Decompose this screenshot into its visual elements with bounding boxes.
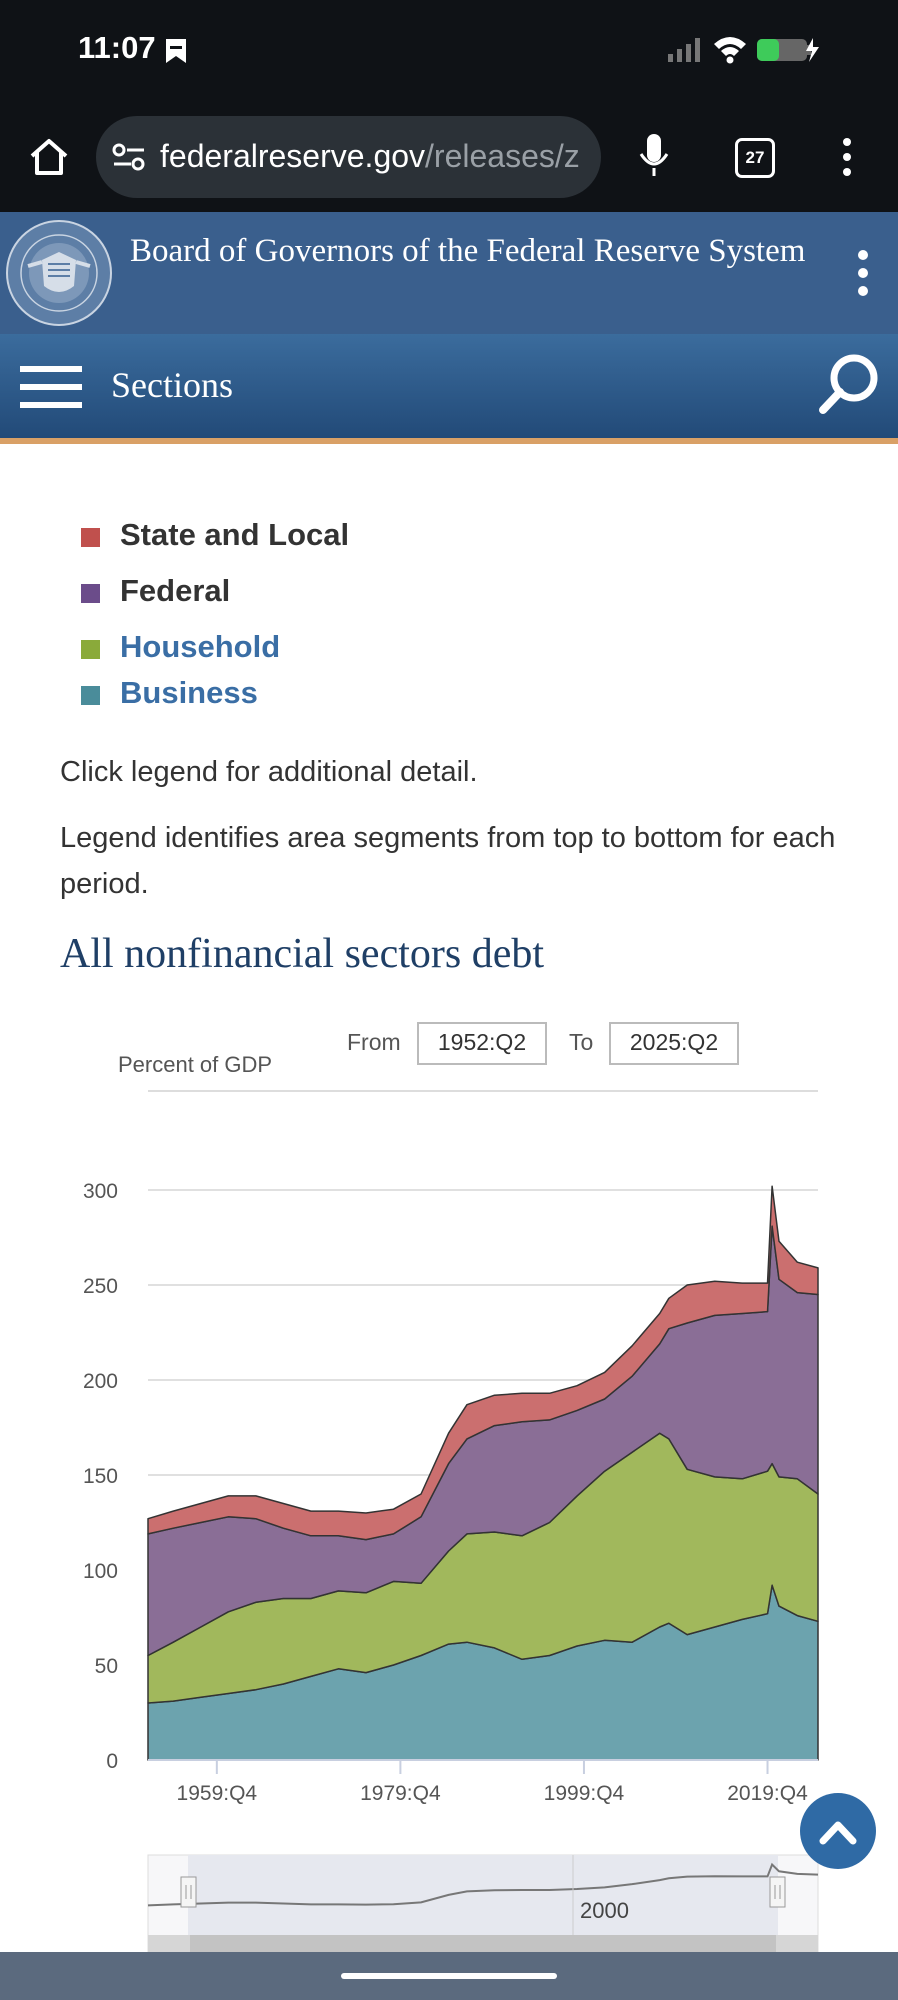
range-navigator[interactable]: 2000 — [147, 1854, 819, 1960]
site-header: Board of Governors of the Federal Reserv… — [0, 212, 898, 335]
to-date-value: 2025:Q2 — [630, 1029, 718, 1055]
legend-swatch — [81, 584, 100, 603]
home-icon[interactable] — [28, 136, 70, 178]
browser-toolbar: federalreserve.gov/releases/z 27 — [0, 102, 898, 212]
navigator-left-handle[interactable] — [180, 1876, 197, 1908]
system-navigation-bar — [0, 1952, 898, 2000]
legend-label: Business — [120, 675, 258, 710]
hamburger-menu-icon[interactable] — [20, 364, 82, 410]
browser-menu-icon[interactable] — [841, 136, 853, 178]
chart-title: All nonfinancial sectors debt — [60, 931, 545, 977]
from-label: From — [347, 1029, 401, 1055]
x-tick-label: 1999:Q4 — [544, 1782, 625, 1805]
site-settings-icon[interactable] — [112, 142, 146, 172]
to-label: To — [569, 1029, 593, 1055]
legend-swatch — [81, 686, 100, 705]
site-menu-icon[interactable] — [856, 248, 870, 298]
y-tick-labels: 0 50 100 150 200 250 300 — [83, 1180, 118, 1773]
status-bar: 11:07 — [0, 0, 898, 102]
signal-icon — [668, 38, 700, 62]
federal-reserve-seal-logo[interactable] — [4, 218, 114, 328]
stacked-area-chart: Percent of GDP From 1952:Q2 To 2025:Q2 0… — [83, 1022, 819, 1960]
x-tick-label: 1979:Q4 — [360, 1782, 441, 1805]
area-series — [147, 1185, 819, 1761]
site-title[interactable]: Board of Governors of the Federal Reserv… — [130, 233, 806, 269]
wifi-icon — [714, 37, 746, 64]
y-tick-label: 50 — [95, 1655, 118, 1678]
area-state-and-local[interactable] — [147, 1185, 819, 1541]
navigator-year-label: 2000 — [580, 1898, 629, 1923]
url-path: /releases/z — [425, 138, 580, 174]
y-tick-label: 250 — [83, 1275, 118, 1298]
y-tick-label: 200 — [83, 1370, 118, 1393]
y-tick-label: 300 — [83, 1180, 118, 1203]
legend-label: State and Local — [120, 517, 350, 552]
tab-count: 27 — [745, 148, 765, 167]
x-tick-label: 1959:Q4 — [177, 1782, 258, 1805]
y-tick-label: 100 — [83, 1560, 118, 1583]
from-date-value: 1952:Q2 — [438, 1029, 526, 1055]
legend-swatch — [81, 528, 100, 547]
bookmark-status-icon — [166, 39, 186, 63]
legend-click-note: Click legend for additional detail. — [60, 756, 478, 788]
search-icon[interactable] — [816, 352, 880, 416]
navigator-series-line — [147, 1862, 819, 1907]
to-date-input[interactable]: 2025:Q2 — [609, 1022, 739, 1065]
chevron-up-icon — [819, 1821, 857, 1845]
from-date-input[interactable]: 1952:Q2 — [417, 1022, 547, 1065]
microphone-icon[interactable] — [638, 132, 670, 180]
legend-order-note: Legend identifies area segments from top… — [60, 822, 836, 900]
url-host: federalreserve.gov — [160, 138, 426, 174]
status-time: 11:07 — [78, 30, 156, 65]
back-to-top-button[interactable] — [800, 1793, 876, 1869]
x-tick-label: 2019:Q4 — [727, 1782, 808, 1805]
url-text: federalreserve.gov/releases/z — [160, 138, 588, 175]
address-bar[interactable]: federalreserve.gov/releases/z — [96, 116, 601, 198]
legend-label: Federal — [120, 573, 231, 608]
home-gesture-bar[interactable] — [341, 1973, 557, 1979]
sections-nav: Sections — [0, 334, 898, 444]
y-tick-label: 0 — [106, 1750, 118, 1773]
tab-switcher-button[interactable]: 27 — [735, 138, 775, 178]
legend-swatch — [81, 640, 100, 659]
battery-icon — [757, 38, 819, 62]
y-tick-label: 150 — [83, 1465, 118, 1488]
chart-container: Percent of GDP From 1952:Q2 To 2025:Q2 0… — [0, 1000, 898, 1960]
y-axis-label: Percent of GDP — [118, 1052, 272, 1077]
x-tick-labels: 1959:Q4 1979:Q4 1999:Q4 2019:Q4 — [148, 1759, 818, 1805]
navigator-right-handle[interactable] — [769, 1876, 786, 1908]
sections-label[interactable]: Sections — [111, 365, 233, 405]
legend-label: Household — [120, 629, 281, 664]
